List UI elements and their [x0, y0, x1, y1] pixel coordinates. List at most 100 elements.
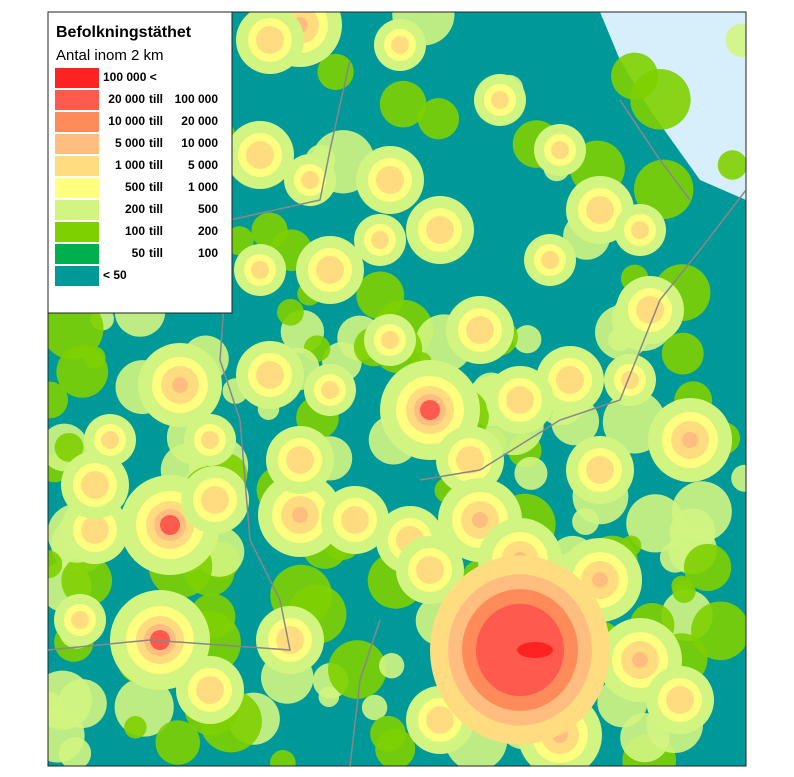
town-core: [101, 431, 119, 449]
town-core: [466, 316, 494, 344]
legend-till: till: [149, 136, 163, 150]
town-core: [316, 256, 344, 284]
patch: [417, 98, 460, 140]
legend-swatch: [55, 266, 99, 286]
town-peak: [160, 515, 180, 535]
patch: [725, 23, 746, 57]
town-core: [341, 506, 369, 534]
legend-till: till: [149, 246, 163, 260]
patch: [691, 601, 746, 661]
town-core: [391, 36, 409, 54]
legend-till: till: [149, 202, 163, 216]
town-core: [376, 166, 404, 194]
legend-swatch: [55, 200, 99, 220]
patch: [48, 550, 63, 579]
towns: [54, 12, 732, 766]
town-core: [246, 141, 274, 169]
legend-low: 1 000: [115, 158, 145, 172]
legend-swatch: [55, 156, 99, 176]
town-core: [201, 431, 219, 449]
town-center: [592, 572, 608, 588]
town-core: [666, 686, 694, 714]
town-core: [201, 486, 229, 514]
legend-low: 100: [125, 224, 145, 238]
town-core: [371, 231, 389, 249]
town-core: [71, 611, 89, 629]
patch: [155, 720, 201, 765]
town-core: [456, 446, 484, 474]
patch: [611, 52, 659, 100]
town-core: [556, 366, 584, 394]
legend-till: till: [149, 224, 163, 238]
legend-till: till: [149, 180, 163, 194]
patch: [379, 653, 405, 679]
town-core: [586, 196, 614, 224]
town-core: [81, 471, 109, 499]
legend-till: till: [149, 158, 163, 172]
town-core: [321, 381, 339, 399]
town-core: [491, 91, 509, 109]
metro-zone: [517, 642, 553, 658]
patch: [661, 332, 704, 375]
town-center: [632, 652, 648, 668]
legend-swatch: [55, 90, 99, 110]
town-center: [172, 377, 188, 393]
legend-high: 100 000: [175, 92, 219, 106]
patch: [328, 640, 387, 699]
border: [48, 59, 746, 766]
patch: [683, 543, 732, 592]
patch: [54, 432, 84, 462]
patch: [671, 481, 732, 542]
town-peak: [420, 400, 440, 420]
town-center: [682, 432, 698, 448]
patch: [672, 579, 696, 603]
town-center: [292, 507, 308, 523]
town-core: [301, 171, 319, 189]
patch: [318, 686, 340, 708]
town-core: [256, 26, 284, 54]
legend-swatch: [55, 178, 99, 198]
legend-swatch: [55, 68, 99, 88]
patch: [626, 494, 685, 553]
legend-high: 100: [198, 246, 218, 260]
legend-low: 200: [125, 202, 145, 216]
legend-till: till: [149, 92, 163, 106]
patch: [269, 750, 296, 766]
town-core: [196, 676, 224, 704]
town-core: [416, 556, 444, 584]
legend: Befolkningstäthet Antal inom 2 km 100 00…: [47, 11, 233, 314]
legend-swatch: [55, 134, 99, 154]
legend-label: < 50: [103, 268, 127, 282]
legend-low: 50: [132, 246, 146, 260]
town-core: [506, 386, 534, 414]
town-core: [631, 221, 649, 239]
legend-low: 500: [125, 180, 145, 194]
map-frame: [47, 11, 747, 767]
legend-high: 200: [198, 224, 218, 238]
patch: [375, 728, 416, 766]
patch: [731, 464, 746, 492]
patch: [717, 150, 746, 180]
patch: [513, 325, 542, 354]
patch: [61, 555, 113, 607]
legend-high: 5 000: [188, 158, 218, 172]
patch: [361, 694, 388, 721]
patch: [124, 716, 147, 739]
legend-high: 20 000: [181, 114, 218, 128]
legend-swatch: [55, 112, 99, 132]
town-core: [276, 626, 304, 654]
legend-low: 20 000: [108, 92, 145, 106]
town-core: [81, 516, 109, 544]
legend-label: 100 000 <: [103, 70, 157, 84]
town-core: [251, 261, 269, 279]
legend-title: Befolkningstäthet: [56, 24, 192, 41]
legend-swatch: [55, 222, 99, 242]
patch: [356, 271, 405, 320]
legend-subtitle: Antal inom 2 km: [56, 47, 164, 64]
legend-high: 1 000: [188, 180, 218, 194]
map-body: [48, 12, 746, 766]
town-core: [636, 296, 664, 324]
town-core: [381, 331, 399, 349]
patch: [634, 159, 694, 219]
